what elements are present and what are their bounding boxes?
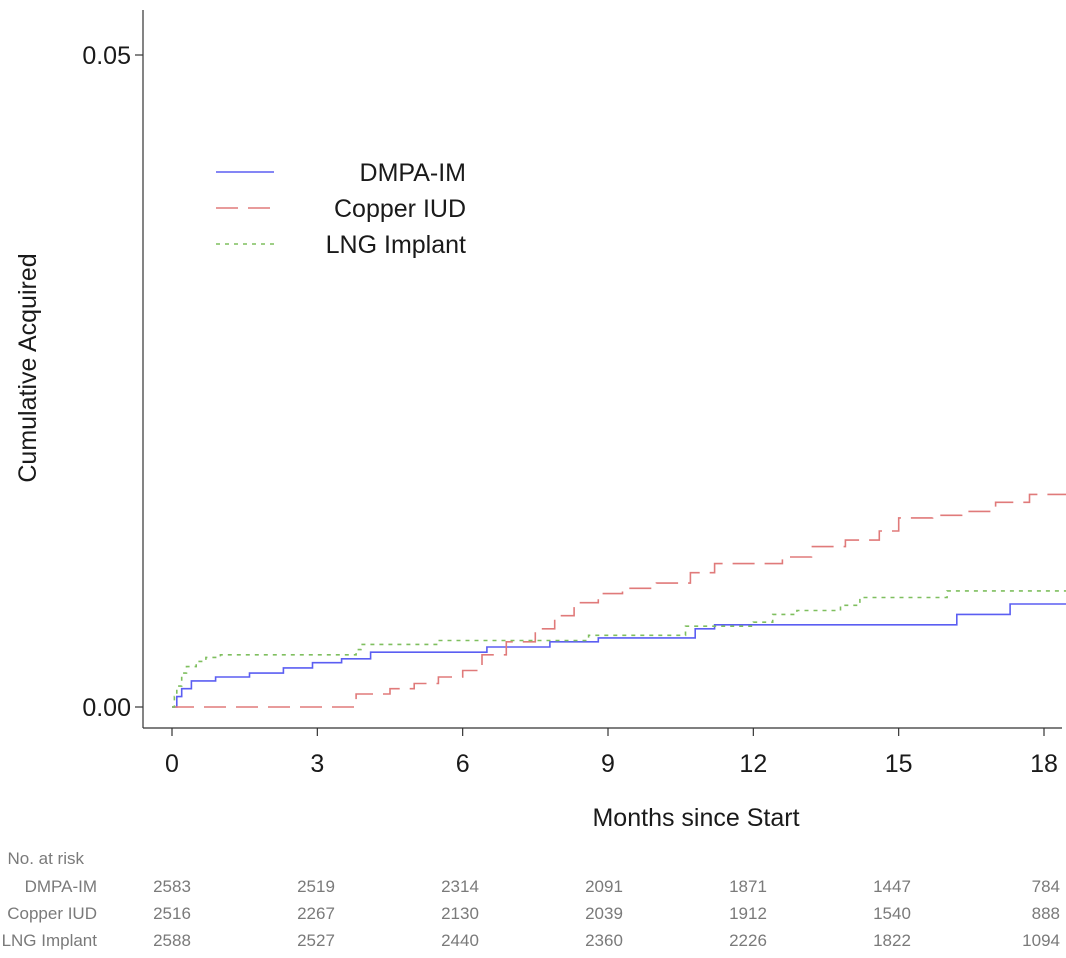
risk-cell: 2583	[153, 877, 191, 896]
risk-cell: 2360	[585, 931, 623, 950]
x-tick-label: 6	[456, 750, 470, 778]
risk-cell: 2091	[585, 877, 623, 896]
series-line-lng-implant	[172, 590, 1066, 708]
risk-cell: 2130	[441, 904, 479, 923]
risk-cell: 888	[1032, 904, 1060, 923]
x-tick-label: 9	[601, 750, 615, 778]
risk-cell: 2519	[297, 877, 335, 896]
risk-cell: 1094	[1022, 931, 1060, 950]
x-tick-label: 18	[1030, 750, 1058, 778]
risk-cell: 2588	[153, 931, 191, 950]
risk-cell: 2516	[153, 904, 191, 923]
risk-cell: 1540	[873, 904, 911, 923]
risk-table: No. at risk DMPA-IM 2583 2519 2314 2091 1871 1…	[2, 849, 1060, 950]
legend-label: Copper IUD	[334, 195, 466, 223]
series-line-copper-iud	[172, 493, 1066, 708]
series-lines	[172, 493, 1066, 708]
risk-cell: 2039	[585, 904, 623, 923]
series-line-dmpa-im	[172, 603, 1066, 708]
legend-label: DMPA-IM	[360, 159, 466, 187]
x-axis-ticks: 0 3 6 9 12 15 18	[165, 728, 1058, 778]
x-tick-label: 12	[739, 750, 767, 778]
risk-cell: 784	[1032, 877, 1060, 896]
risk-cell: 1912	[729, 904, 767, 923]
x-tick-label: 15	[885, 750, 913, 778]
risk-cell: 1822	[873, 931, 911, 950]
risk-row-label: LNG Implant	[2, 931, 98, 950]
risk-row-label: DMPA-IM	[25, 877, 97, 896]
risk-cell: 2314	[441, 877, 479, 896]
legend: DMPA-IM Copper IUD LNG Implant	[216, 159, 466, 259]
risk-cell: 1447	[873, 877, 911, 896]
y-axis-title: Cumulative Acquired	[14, 253, 42, 482]
x-tick-label: 3	[310, 750, 324, 778]
risk-cell: 1871	[729, 877, 767, 896]
x-axis-title: Months since Start	[592, 804, 799, 832]
risk-cell: 2267	[297, 904, 335, 923]
axes	[142, 10, 1062, 729]
x-tick-label: 0	[165, 750, 179, 778]
y-axis-ticks: 0.00 0.05	[82, 42, 143, 722]
legend-label: LNG Implant	[326, 231, 466, 259]
risk-row-label: Copper IUD	[7, 904, 97, 923]
y-tick-label: 0.00	[82, 694, 131, 722]
y-tick-label: 0.05	[82, 42, 131, 70]
risk-cell: 2440	[441, 931, 479, 950]
risk-table-header: No. at risk	[7, 849, 84, 868]
risk-cell: 2527	[297, 931, 335, 950]
risk-cell: 2226	[729, 931, 767, 950]
